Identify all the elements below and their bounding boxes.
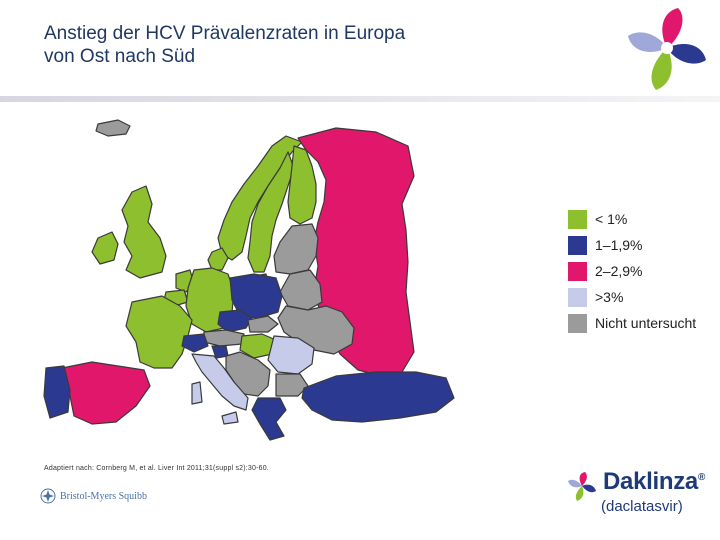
map-country-finland — [287, 145, 317, 225]
map-country-sicily — [221, 411, 239, 425]
map-country-czech — [217, 309, 253, 333]
legend-label: 2–2,9% — [595, 263, 643, 279]
title-line-1: Anstieg der HCV Prävalenzraten in Europa — [44, 23, 406, 44]
bms-logo-text: Bristol-Myers Squibb — [60, 490, 147, 502]
map-country-switzerland — [181, 333, 209, 353]
brand-name: Daklinza® — [603, 468, 705, 496]
map-country-uk — [121, 185, 167, 279]
legend-label: < 1% — [595, 211, 628, 227]
legend-swatch — [568, 235, 587, 255]
map-country-denmark — [207, 247, 229, 271]
brand-name-text: Daklinza — [603, 468, 698, 495]
legend-label: Nicht untersucht — [595, 315, 697, 331]
map-country-poland — [229, 273, 283, 319]
daklinza-flower-icon — [568, 472, 596, 501]
europe-map — [36, 106, 556, 456]
map-country-turkey — [301, 371, 455, 423]
map-country-romania — [267, 335, 315, 375]
brand-generic-name: (daclatasvir) — [601, 498, 683, 515]
header-divider — [0, 96, 720, 102]
corner-flower-logo — [628, 8, 706, 90]
legend-swatch — [568, 261, 587, 281]
map-country-sardinia — [191, 381, 203, 405]
legend-item: 1–1,9% — [568, 232, 718, 258]
legend-item: >3% — [568, 284, 718, 310]
legend-item: < 1% — [568, 206, 718, 232]
map-country-italy — [191, 353, 249, 411]
legend-label: 1–1,9% — [595, 237, 643, 253]
daklinza-logo: Daklinza® (daclatasvir) — [565, 466, 715, 522]
map-country-greece — [251, 397, 287, 441]
bms-logo: Bristol-Myers Squibb — [40, 488, 147, 504]
map-country-austria — [203, 329, 245, 347]
map-country-ireland — [91, 231, 119, 265]
brand-trademark: ® — [697, 472, 706, 483]
legend-item: Nicht untersucht — [568, 310, 718, 336]
legend-label: >3% — [595, 289, 624, 305]
legend-swatch — [568, 313, 587, 333]
legend-swatch — [568, 287, 587, 307]
map-country-iceland — [95, 119, 131, 137]
map-country-belarus — [279, 269, 323, 311]
map-country-portugal — [43, 365, 71, 419]
source-footnote: Adaptiert nach: Cornberg M, et al. Liver… — [44, 465, 269, 472]
legend-item: 2–2,9% — [568, 258, 718, 284]
map-country-ukraine — [277, 305, 355, 355]
map-country-baltics — [273, 223, 319, 275]
legend-swatch — [568, 209, 587, 229]
map-country-sweden — [247, 151, 295, 273]
bms-star-icon — [40, 488, 56, 504]
map-country-spain — [61, 361, 151, 425]
title-line-2: von Ost nach Süd — [44, 46, 196, 67]
map-country-slovakia — [247, 315, 279, 333]
map-legend: < 1% 1–1,9% 2–2,9% >3% Nicht untersucht — [568, 206, 718, 336]
page-title: Anstieg der HCV Prävalenzraten in Europa… — [44, 22, 564, 68]
map-country-france — [125, 295, 193, 369]
